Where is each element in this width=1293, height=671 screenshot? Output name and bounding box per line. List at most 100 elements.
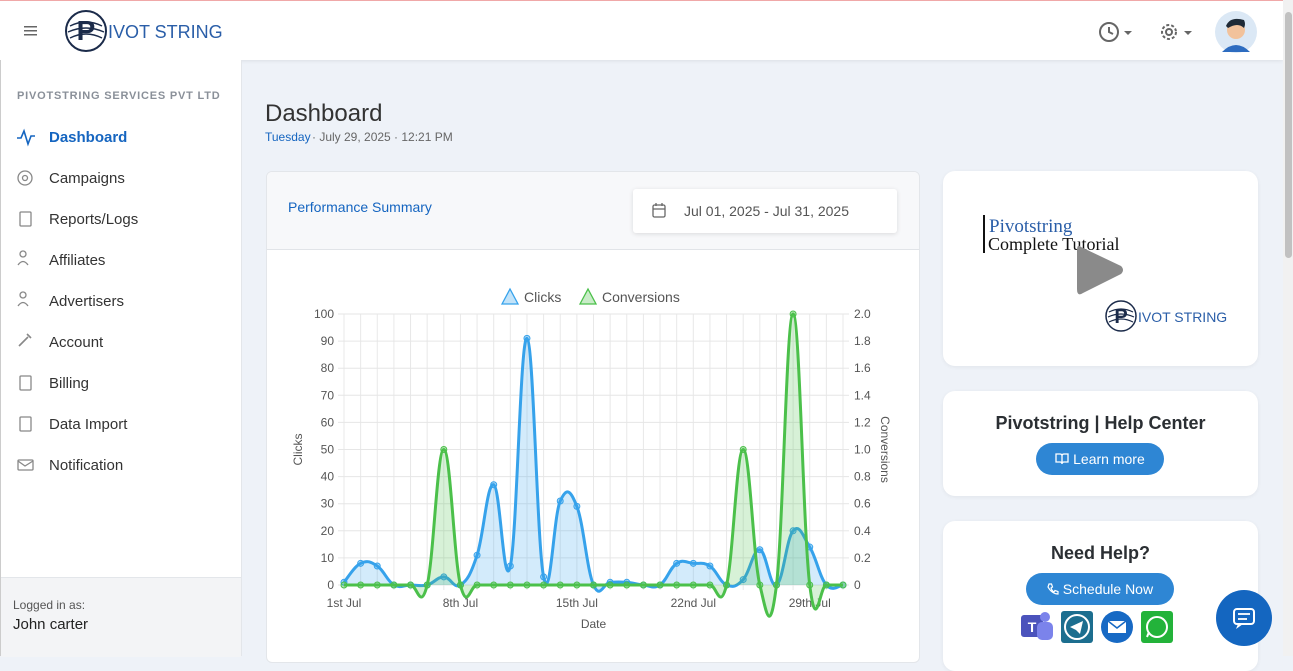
date-range-picker[interactable]: Jul 01, 2025 - Jul 31, 2025 [633,189,897,233]
logo-initial: P [77,15,96,46]
telegram-icon[interactable] [1061,611,1093,643]
y-axis-title: Clicks [291,434,305,466]
settings-menu[interactable] [1158,20,1198,44]
y2-tick-label: 0.8 [854,470,871,484]
chat-button[interactable] [1216,590,1272,646]
data-point [423,581,431,589]
whatsapp-icon[interactable] [1141,611,1173,643]
teams-icon[interactable]: T [1021,612,1053,640]
tutorial-card[interactable]: Pivotstring Complete Tutorial P IVOT STR… [943,171,1258,366]
y2-tick-label: 1.4 [854,388,871,402]
data-point [606,581,614,589]
y-tick-label: 10 [321,551,335,565]
data-point [756,581,764,589]
data-point [673,581,681,589]
data-point [806,581,814,589]
x-tick-label: 22nd Jul [671,596,716,610]
y2-tick-label: 1.8 [854,334,871,348]
data-point [839,581,847,589]
nav-item[interactable]: Account [49,334,104,351]
y-tick-label: 20 [321,524,335,538]
data-point [540,573,548,581]
button-label: Schedule Now [1062,581,1154,597]
y2-tick-label: 1.6 [854,361,871,375]
data-point [407,581,415,589]
data-point [573,502,581,510]
nav-item[interactable]: Advertisers [49,293,125,310]
x-tick-label: 8th Jul [443,596,478,610]
scrollbar-thumb[interactable] [1285,12,1292,258]
x-tick-label: 1st Jul [327,596,362,610]
data-point [556,581,564,589]
data-point [590,581,597,589]
data-point [739,446,747,453]
data-point [490,481,498,489]
data-point [390,581,398,589]
y-tick-label: 0 [327,578,334,592]
page-title: Dashboard [265,100,383,127]
logo[interactable]: P IVOT STRING [64,10,234,54]
series-area [344,338,843,592]
need-help-title: Need Help? [1050,543,1151,563]
avatar[interactable] [1214,10,1258,54]
calendar-icon [652,203,666,218]
nav-item[interactable]: Dashboard [49,129,128,146]
nav-item[interactable]: Data Import [49,416,128,433]
play-icon[interactable] [1077,243,1125,297]
sidebar: PIVOTSTRING SERVICES PVT LTD Dashboard C… [0,60,242,657]
nav-item[interactable]: Billing [49,375,90,392]
data-point [673,559,681,567]
data-point [523,581,531,589]
performance-chart: 0 10 20 30 40 50 60 70 80 90 100 0 0.2 0.4 0.6 0.8 1.0 1.… [291,287,892,631]
y-tick-label: 40 [321,470,335,484]
help-center-card: Pivotstring | Help Center Learn more [943,391,1258,496]
y-tick-label: 70 [321,388,335,402]
data-point [789,310,797,318]
scrollbar-track[interactable] [1283,0,1293,656]
schedule-button[interactable]: Schedule Now [1026,573,1174,605]
x-axis-title: Date [581,617,607,631]
nav-item[interactable]: Campaigns [49,170,125,187]
data-point [373,581,381,589]
series-line [344,312,843,618]
y2-axis-title: Conversions [878,416,892,483]
weekday: Tuesday [265,130,311,144]
data-point [789,527,797,535]
logo-text: IVOT STRING [108,22,223,42]
data-point [556,497,564,505]
legend-swatch [500,287,520,305]
data-point [440,573,448,581]
performance-card: Performance Summary Jul 01, 2025 - Jul 3… [266,171,920,663]
card-title[interactable]: Performance Summary [288,199,432,215]
data-point [756,546,764,554]
y2-tick-label: 0 [854,578,861,592]
data-point [473,581,481,589]
series-area [344,314,843,617]
title-bar [983,215,985,253]
nav-item[interactable]: Affiliates [49,252,106,269]
data-point [506,562,514,570]
menu-icon[interactable] [24,25,38,37]
nav-item[interactable]: Reports/Logs [49,211,139,228]
tutorial-line2: Complete Tutorial [988,234,1120,254]
learn-more-button[interactable]: Learn more [1036,443,1164,475]
nav-item[interactable]: Notification [49,457,124,474]
y2-tick-label: 2.0 [854,307,871,321]
book-icon [1055,453,1069,465]
history-menu[interactable] [1098,20,1138,44]
y-tick-label: 50 [321,443,335,457]
tutorial-line1: Pivotstring [989,216,1073,237]
data-point [706,562,714,570]
y-tick-label: 60 [321,415,335,429]
data-point [689,559,697,567]
logo-initial: P [1114,306,1127,328]
data-point [357,581,365,589]
data-point [822,581,830,589]
data-point [357,559,365,567]
contact-icons: T [1021,611,1173,643]
data-point [723,581,731,589]
mail-icon[interactable] [1101,611,1133,643]
data-point [656,581,664,589]
